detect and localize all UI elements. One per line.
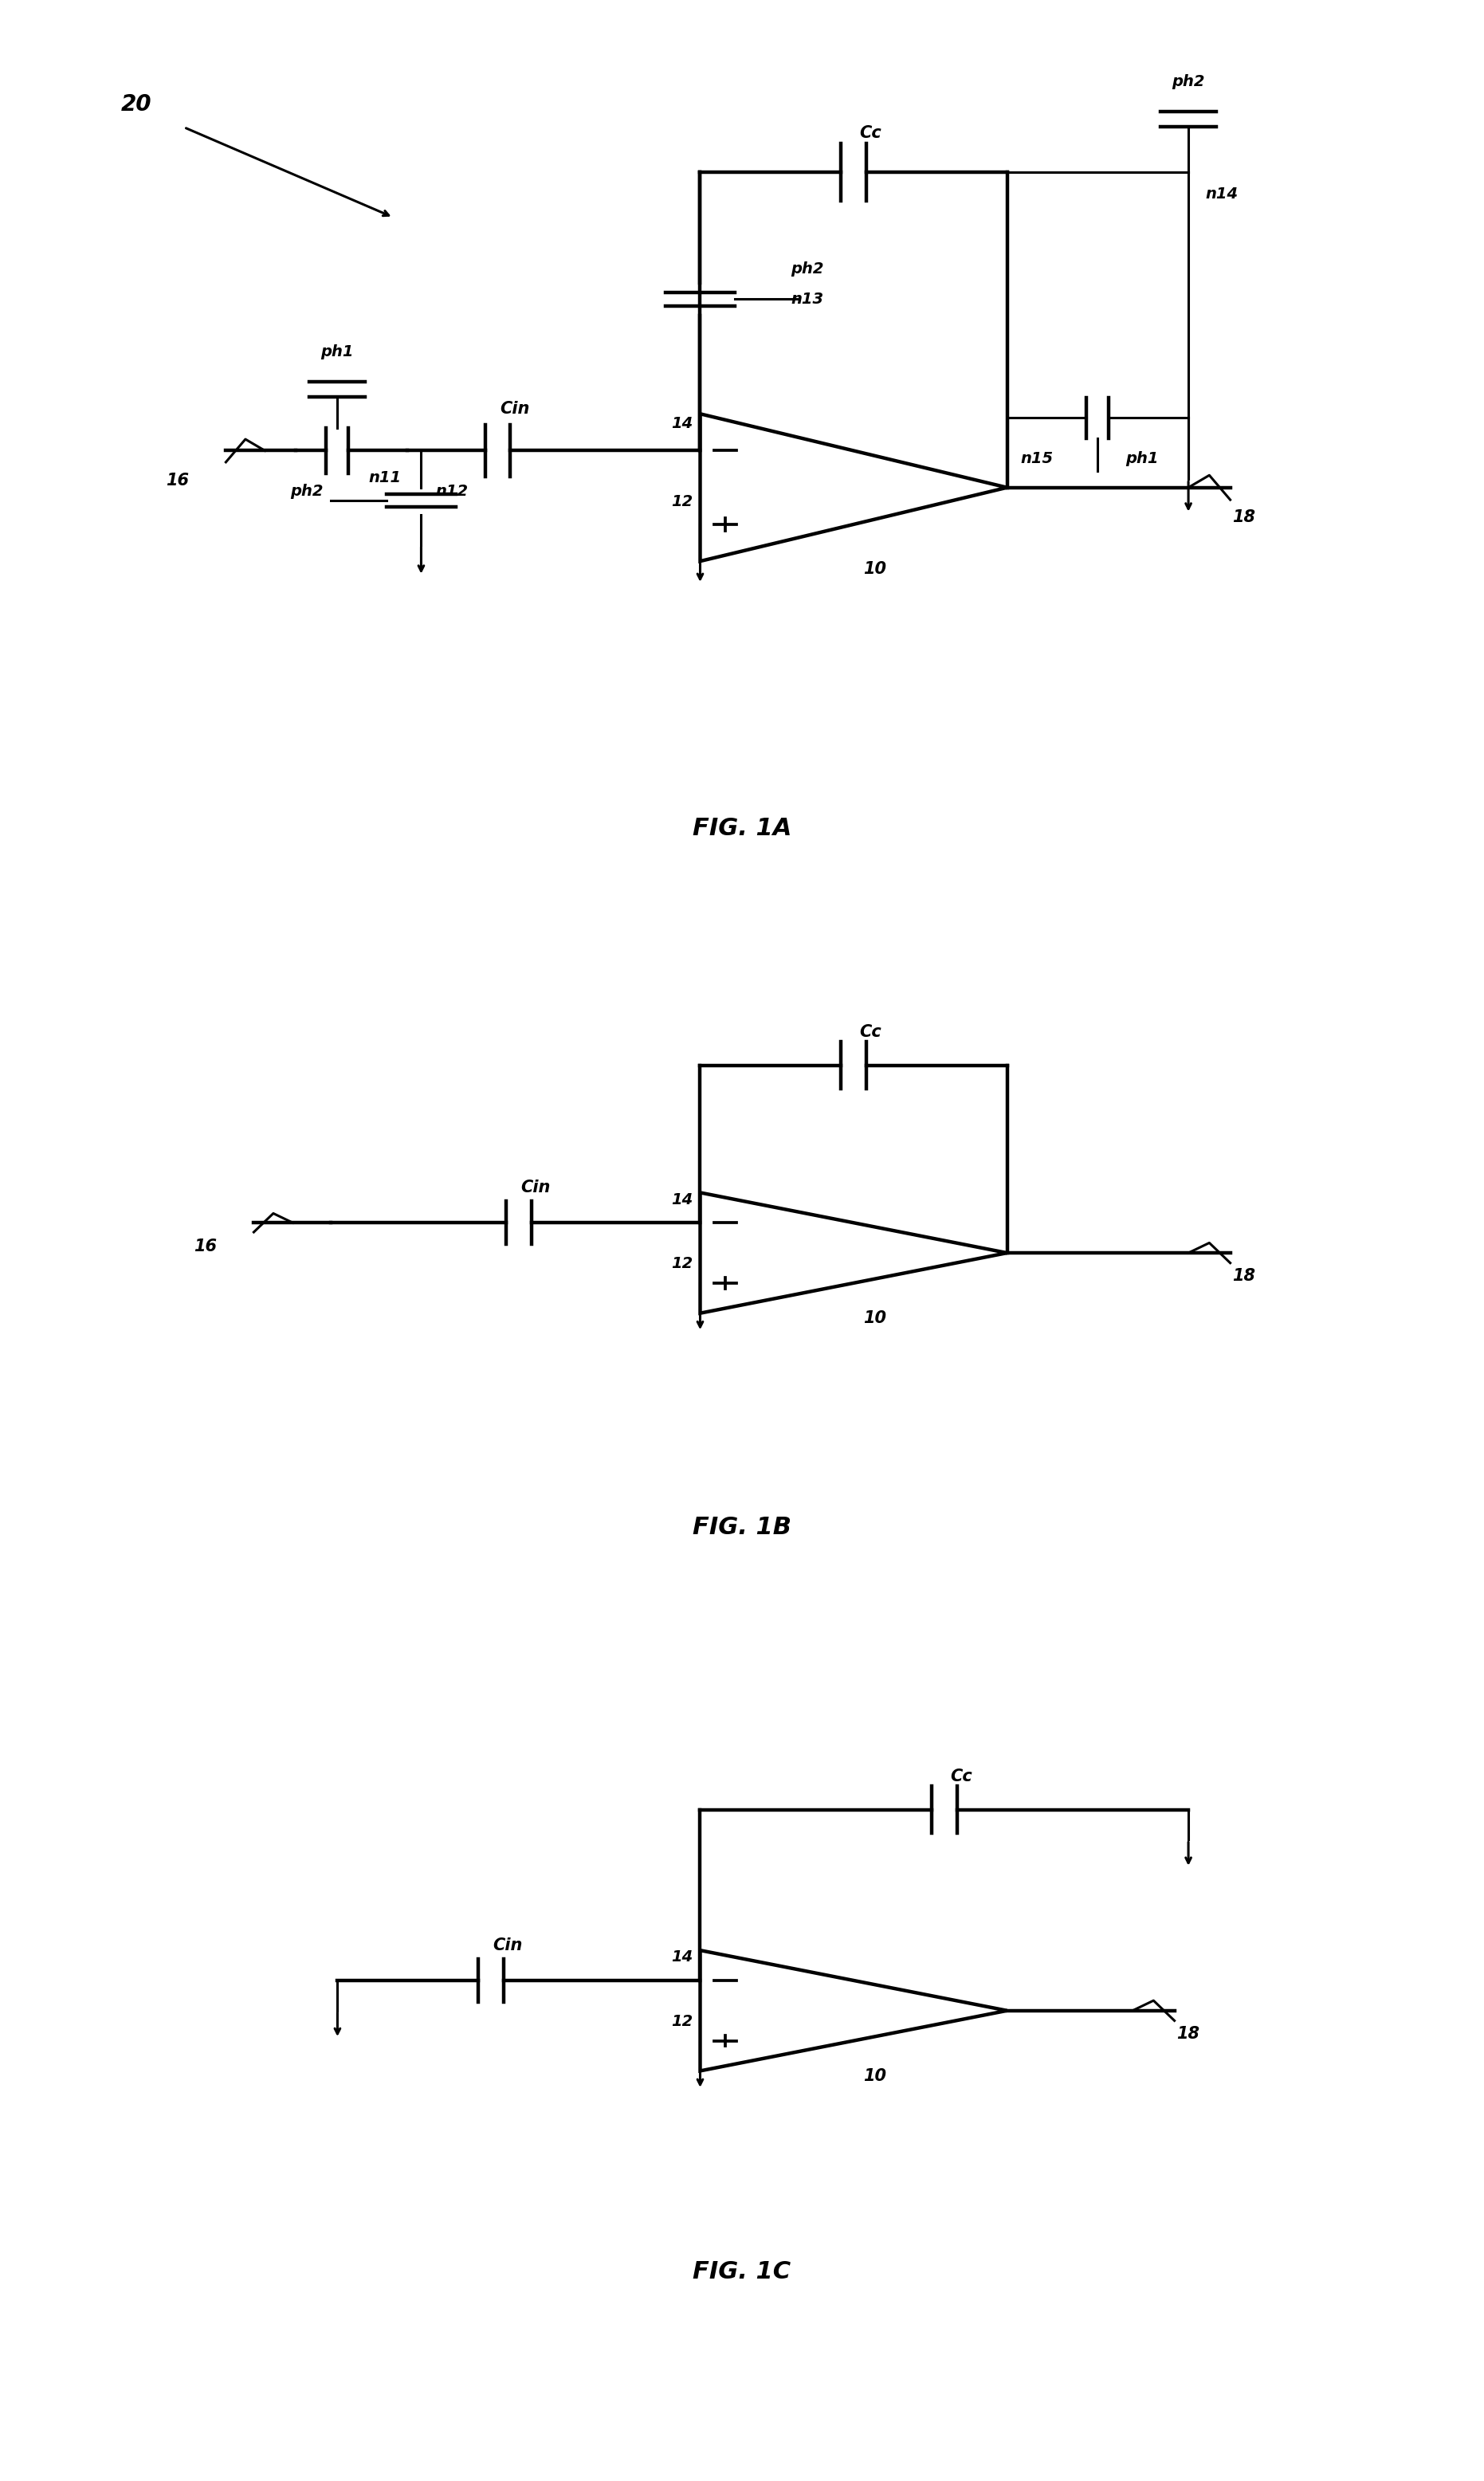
Text: ph1: ph1 — [321, 345, 355, 360]
Text: FIG. 1A: FIG. 1A — [693, 816, 791, 841]
Text: n11: n11 — [368, 469, 401, 484]
Text: FIG. 1C: FIG. 1C — [693, 2260, 791, 2283]
Text: 14: 14 — [671, 1191, 693, 1208]
Text: n14: n14 — [1205, 186, 1238, 201]
Text: Cc: Cc — [950, 1769, 972, 1784]
Text: Cc: Cc — [859, 1025, 881, 1040]
Text: n13: n13 — [791, 290, 824, 308]
Text: 16: 16 — [166, 471, 188, 489]
Text: ph2: ph2 — [291, 484, 324, 499]
Text: 10: 10 — [864, 2069, 886, 2084]
Text: ph2: ph2 — [791, 261, 824, 275]
Text: 16: 16 — [193, 1238, 217, 1253]
Text: Cin: Cin — [521, 1181, 551, 1196]
Text: n12: n12 — [435, 484, 467, 499]
Text: 10: 10 — [864, 1310, 886, 1327]
Text: 18: 18 — [1233, 509, 1255, 526]
Text: Cc: Cc — [859, 124, 881, 141]
Text: Cin: Cin — [500, 402, 530, 417]
Text: 18: 18 — [1177, 2027, 1201, 2042]
Text: 14: 14 — [671, 1950, 693, 1965]
Text: 14: 14 — [671, 417, 693, 432]
Text: ph2: ph2 — [1172, 74, 1205, 89]
Text: Cin: Cin — [493, 1938, 522, 1953]
Text: 12: 12 — [671, 494, 693, 509]
Text: 12: 12 — [671, 2015, 693, 2029]
Text: 20: 20 — [122, 94, 151, 117]
Text: 12: 12 — [671, 1255, 693, 1270]
Text: FIG. 1B: FIG. 1B — [693, 1516, 791, 1538]
Text: n15: n15 — [1021, 452, 1054, 466]
Text: 18: 18 — [1233, 1268, 1255, 1285]
Text: 10: 10 — [864, 561, 886, 576]
Text: ph1: ph1 — [1125, 452, 1159, 466]
